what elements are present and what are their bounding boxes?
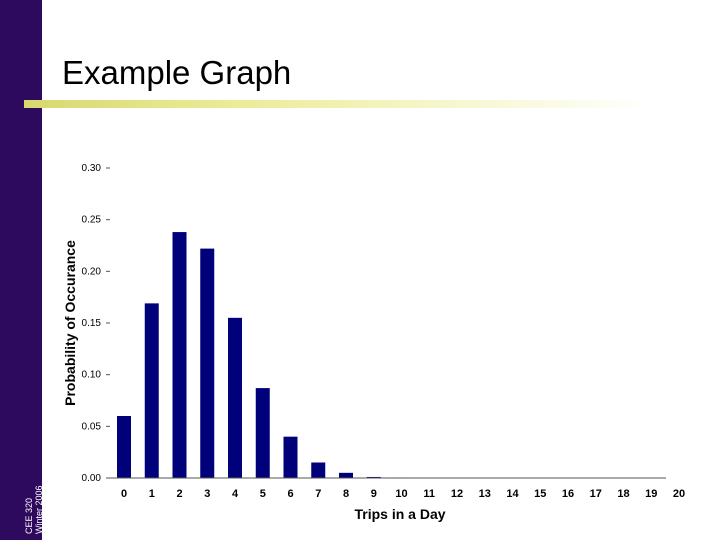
slide-title: Example Graph: [62, 54, 292, 91]
x-tick-label: 6: [287, 488, 293, 500]
sidebar: CEE 320 Winter 2006: [0, 0, 44, 540]
bar-7: [311, 462, 326, 478]
bar-4: [228, 317, 242, 478]
y-tick-label: 0.20: [82, 266, 102, 277]
x-tick-label: 18: [617, 488, 629, 500]
title-underline: [24, 100, 654, 108]
x-tick-label: 0: [121, 488, 127, 500]
y-tick-label: 0.15: [82, 318, 102, 329]
x-tick-label: 11: [423, 488, 435, 500]
y-tick-label: 0.05: [82, 421, 102, 432]
x-tick-label: 3: [204, 488, 210, 500]
x-tick-label: 8: [343, 488, 349, 500]
y-tick-label: 0.10: [82, 370, 102, 381]
x-tick-label: 14: [506, 488, 519, 500]
x-tick-label: 13: [479, 488, 491, 500]
x-tick-label: 16: [562, 488, 574, 500]
x-tick-label: 5: [260, 488, 266, 500]
x-tick-label: 7: [315, 488, 321, 500]
x-tick-label: 12: [451, 488, 463, 500]
bar-0: [117, 416, 131, 478]
x-tick-label: 1: [149, 488, 155, 500]
bar-9: [366, 476, 381, 478]
x-tick-label: 17: [590, 488, 602, 500]
x-tick-label: 9: [371, 488, 377, 500]
x-tick-label: 10: [395, 488, 407, 500]
bar-2: [172, 232, 187, 478]
x-axis-label: Trips in a Day: [354, 506, 446, 522]
y-tick-label: 0.25: [82, 215, 102, 226]
bar-5: [255, 388, 270, 478]
x-tick-label: 20: [673, 488, 685, 500]
y-axis-label: Probability of Occurance: [62, 240, 78, 406]
x-tick-label: 2: [176, 488, 182, 500]
y-tick-label: 0.00: [82, 473, 102, 484]
bar-8: [339, 472, 353, 478]
y-tick-label: 0.30: [82, 163, 102, 174]
x-tick-label: 15: [534, 488, 546, 500]
x-tick-label: 4: [232, 488, 239, 500]
bar-6: [283, 436, 298, 478]
x-tick-label: 19: [645, 488, 657, 500]
bar-3: [200, 248, 215, 478]
bar-1: [144, 303, 159, 478]
